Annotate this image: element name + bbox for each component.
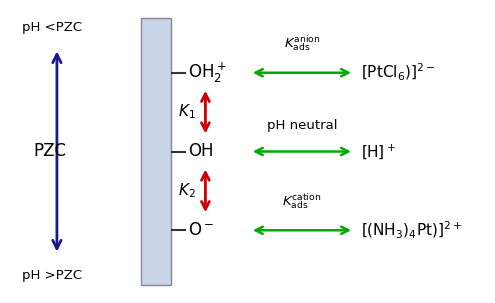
Bar <box>141 18 171 285</box>
Text: OH$_2^+$: OH$_2^+$ <box>188 61 227 85</box>
Text: [PtCl$_6$)]$^{2-}$: [PtCl$_6$)]$^{2-}$ <box>361 62 436 83</box>
Text: pH >PZC: pH >PZC <box>22 269 82 282</box>
Text: $K_2$: $K_2$ <box>178 181 196 200</box>
Text: $K_1$: $K_1$ <box>178 103 196 122</box>
Text: O$^-$: O$^-$ <box>188 221 214 239</box>
Text: $K_\mathrm{ads}^\mathrm{anion}$: $K_\mathrm{ads}^\mathrm{anion}$ <box>284 33 320 53</box>
Text: OH: OH <box>188 142 214 161</box>
Text: [H]$^+$: [H]$^+$ <box>361 142 396 161</box>
Text: PZC: PZC <box>33 142 66 161</box>
Text: pH neutral: pH neutral <box>267 119 337 132</box>
Text: pH <PZC: pH <PZC <box>22 21 82 34</box>
Text: [(NH$_3$)$_4$Pt)]$^{2+}$: [(NH$_3$)$_4$Pt)]$^{2+}$ <box>361 220 462 241</box>
Text: $K_\mathrm{ads}^\mathrm{cation}$: $K_\mathrm{ads}^\mathrm{cation}$ <box>282 191 322 211</box>
